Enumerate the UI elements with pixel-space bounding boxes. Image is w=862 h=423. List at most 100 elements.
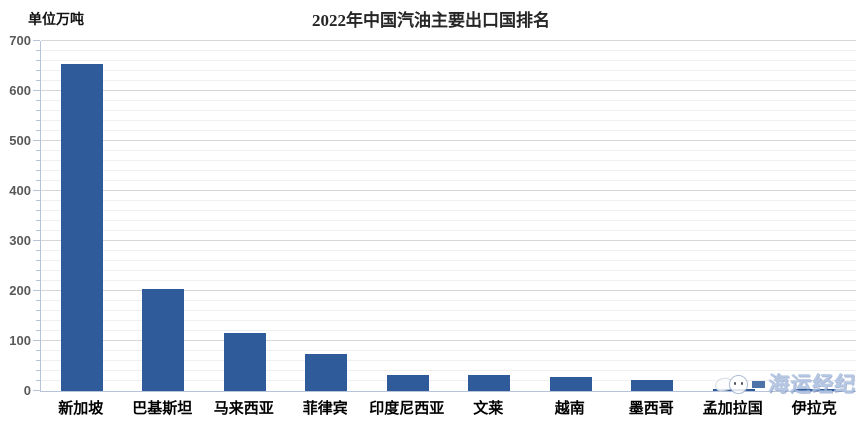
- y-major-tick: [33, 290, 40, 291]
- major-gridline: [41, 290, 856, 291]
- y-axis-tick-label: 700: [9, 33, 31, 48]
- minor-gridline: [41, 99, 856, 101]
- y-minor-tick: [36, 219, 40, 221]
- y-minor-tick: [36, 50, 40, 51]
- minor-gridline: [41, 279, 856, 281]
- y-major-tick: [33, 139, 40, 141]
- whale-face-icon: [729, 375, 748, 394]
- minor-gridline: [41, 320, 856, 321]
- y-axis-tick-label: 500: [9, 132, 31, 148]
- minor-gridline: [41, 129, 856, 131]
- minor-gridline: [41, 120, 856, 121]
- y-minor-tick: [36, 380, 40, 381]
- major-gridline: [41, 340, 856, 341]
- y-minor-tick: [36, 60, 40, 61]
- y-minor-tick: [36, 229, 40, 231]
- minor-gridline: [41, 370, 856, 371]
- x-axis-label-伊拉克: 伊拉克: [791, 400, 837, 417]
- minor-gridline: [41, 350, 856, 351]
- plot-area: [40, 40, 856, 392]
- bar-伊拉克: [794, 389, 837, 391]
- minor-gridline: [41, 270, 856, 271]
- y-minor-tick: [36, 69, 40, 71]
- bar-印度尼西亚: [386, 375, 429, 391]
- y-minor-tick: [36, 150, 40, 151]
- y-minor-tick: [36, 350, 40, 351]
- minor-gridline: [41, 110, 856, 111]
- y-major-tick: [33, 340, 40, 341]
- minor-gridline: [41, 210, 856, 211]
- chart-title: 2022年中国汽油主要出口国排名: [312, 11, 550, 30]
- major-gridline: [41, 190, 856, 191]
- y-minor-tick: [36, 270, 40, 271]
- y-minor-tick: [36, 170, 40, 171]
- y-axis-unit-label: 单位万吨: [28, 11, 84, 27]
- minor-gridline: [41, 69, 856, 71]
- x-axis-label-巴基斯坦: 巴基斯坦: [132, 400, 193, 417]
- major-gridline: [41, 239, 856, 241]
- y-minor-tick: [36, 129, 40, 131]
- y-axis-tick-label: 600: [9, 82, 31, 98]
- bar-马来西亚: [223, 333, 266, 391]
- minor-gridline: [41, 159, 856, 161]
- minor-gridline: [41, 170, 856, 171]
- minor-gridline: [41, 329, 856, 331]
- minor-gridline: [41, 250, 856, 251]
- y-minor-tick: [36, 279, 40, 281]
- y-minor-tick: [36, 320, 40, 321]
- watermark-text: 海运经纪: [767, 373, 857, 396]
- y-minor-tick: [36, 80, 40, 81]
- y-minor-tick: [36, 99, 40, 101]
- minor-gridline: [41, 300, 856, 301]
- y-axis-tick-label: 100: [9, 333, 31, 348]
- y-minor-tick: [36, 210, 40, 211]
- bar-文莱: [468, 375, 511, 391]
- x-axis-label-越南: 越南: [554, 400, 585, 417]
- y-axis-tick-label: 200: [9, 283, 31, 298]
- y-minor-tick: [36, 360, 40, 361]
- bar-菲律宾: [305, 354, 348, 391]
- y-major-tick: [33, 89, 40, 91]
- major-gridline: [41, 89, 856, 91]
- x-axis-label-菲律宾: 菲律宾: [302, 400, 348, 417]
- y-minor-tick: [36, 329, 40, 331]
- y-minor-tick: [36, 370, 40, 371]
- y-axis-tick-label: 400: [9, 183, 31, 198]
- bar-巴基斯坦: [142, 288, 185, 391]
- y-minor-tick: [36, 300, 40, 301]
- minor-gridline: [41, 200, 856, 201]
- minor-gridline: [41, 260, 856, 261]
- y-major-tick: [33, 390, 40, 391]
- x-axis-label-文莱: 文莱: [473, 400, 504, 417]
- minor-gridline: [41, 50, 856, 51]
- x-axis-label-孟加拉国: 孟加拉国: [702, 400, 763, 417]
- major-gridline: [41, 139, 856, 141]
- minor-gridline: [41, 219, 856, 221]
- bar-新加坡: [60, 63, 103, 391]
- bar-墨西哥: [631, 379, 674, 391]
- minor-gridline: [41, 310, 856, 311]
- watermark: 海运经纪: [713, 373, 857, 396]
- watermark-dash-icon: [752, 381, 765, 388]
- minor-gridline: [41, 360, 856, 361]
- minor-gridline: [41, 150, 856, 151]
- y-axis-tick-label: 0: [23, 383, 31, 398]
- y-minor-tick: [36, 200, 40, 201]
- x-axis-label-新加坡: 新加坡: [58, 400, 104, 417]
- y-major-tick: [33, 239, 40, 241]
- y-axis-tick-label: 300: [9, 232, 31, 248]
- x-axis-category-labels: 新加坡 巴基斯坦 马来西亚 菲律宾 印度尼西亚 文莱 越南 墨西哥 孟加拉国 伊拉克: [40, 397, 855, 419]
- y-minor-tick: [36, 250, 40, 251]
- y-minor-tick: [36, 110, 40, 111]
- y-minor-tick: [36, 180, 40, 181]
- minor-gridline: [41, 180, 856, 181]
- y-axis-tick-marks: [0, 40, 40, 391]
- minor-gridline: [41, 60, 856, 61]
- y-minor-tick: [36, 310, 40, 311]
- minor-gridline: [41, 229, 856, 231]
- x-axis-label-马来西亚: 马来西亚: [213, 400, 274, 417]
- y-minor-tick: [36, 159, 40, 161]
- bar-越南: [549, 376, 592, 391]
- y-axis-tick-labels: 0 100 200 300 400 500 600 700: [0, 33, 31, 398]
